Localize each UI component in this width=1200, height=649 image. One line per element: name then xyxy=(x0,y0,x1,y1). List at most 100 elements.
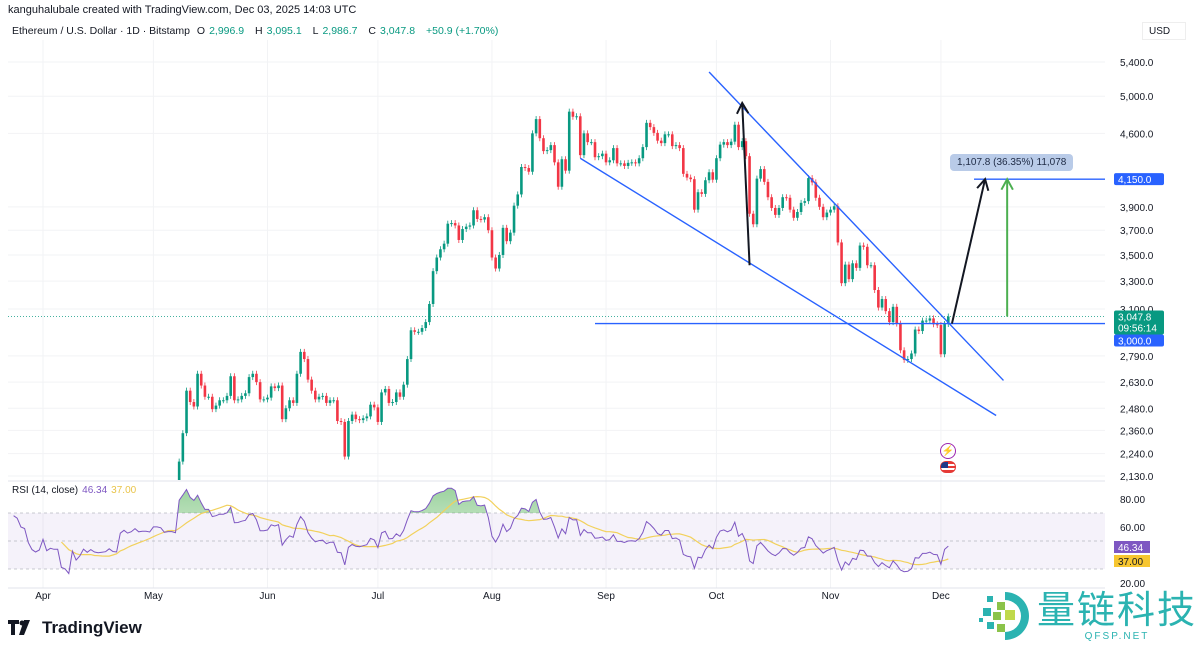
candle xyxy=(880,299,884,308)
tradingview-logo-text: TradingView xyxy=(42,618,142,637)
candle xyxy=(722,142,726,145)
candle xyxy=(645,122,648,148)
candle xyxy=(97,606,100,609)
candle xyxy=(376,407,380,422)
candle xyxy=(899,323,902,351)
candle xyxy=(23,502,26,504)
candle xyxy=(854,263,858,268)
price-label-box xyxy=(1114,173,1164,186)
candle xyxy=(575,116,578,118)
candle xyxy=(188,390,192,403)
candle xyxy=(619,163,623,165)
us-flag-icon[interactable] xyxy=(940,461,956,473)
high-value: 3,095.1 xyxy=(266,25,302,37)
candle xyxy=(284,408,288,420)
tradingview-logo[interactable]: TradingView xyxy=(8,618,142,638)
y-tick-label: 3,500.0 xyxy=(1120,251,1154,262)
currency-selector[interactable]: USD xyxy=(1142,22,1186,40)
y-tick-label: 2,790.0 xyxy=(1120,352,1154,363)
candle xyxy=(641,147,645,159)
candle xyxy=(115,607,118,608)
candle xyxy=(516,194,520,206)
y-tick-label: 2,130.0 xyxy=(1120,472,1154,483)
candle xyxy=(258,382,262,400)
candle xyxy=(553,145,556,163)
candle xyxy=(796,211,799,218)
candle xyxy=(939,325,943,355)
candle xyxy=(5,508,8,511)
candle xyxy=(781,197,784,208)
candle xyxy=(472,210,475,226)
candle xyxy=(321,395,324,397)
candle xyxy=(531,133,534,172)
candle xyxy=(468,225,472,227)
candle xyxy=(240,395,244,400)
candle xyxy=(685,173,689,178)
candle xyxy=(648,122,652,128)
rsi-tick-label: 60.00 xyxy=(1120,523,1145,534)
candle xyxy=(494,257,497,269)
candle xyxy=(365,416,369,419)
candle xyxy=(527,168,531,172)
y-tick-label: 2,480.0 xyxy=(1120,404,1154,415)
candle xyxy=(623,163,626,166)
candle xyxy=(380,392,383,422)
candle xyxy=(233,376,236,401)
candle xyxy=(325,395,328,403)
wedge-upper-line xyxy=(708,71,1004,381)
candle xyxy=(479,218,483,220)
candle xyxy=(825,212,829,218)
candle xyxy=(483,217,486,220)
candle xyxy=(895,306,899,324)
candle xyxy=(461,229,464,240)
candle xyxy=(350,414,354,422)
candle xyxy=(932,318,935,325)
symbol-title[interactable]: Ethereum / U.S. Dollar · 1D · Bitstamp xyxy=(12,25,190,37)
candle xyxy=(420,328,424,332)
measure-label[interactable]: 1,107.8 (36.35%) 11,078 xyxy=(950,154,1074,171)
candle xyxy=(280,385,284,420)
candle xyxy=(670,134,674,147)
watermark-cn: 量链科技 xyxy=(1037,587,1198,632)
candle xyxy=(203,385,207,397)
candle xyxy=(877,290,880,308)
candle xyxy=(586,133,589,143)
open-label: O xyxy=(196,25,206,37)
candle xyxy=(520,167,523,195)
rsi-value-label: 46.34 xyxy=(1118,543,1143,554)
rsi-title[interactable]: RSI (14, close) xyxy=(12,485,79,496)
candle xyxy=(818,197,821,207)
candle xyxy=(693,179,696,210)
candle xyxy=(593,142,597,158)
price-label: 3,047.8 xyxy=(1118,313,1152,324)
candle xyxy=(288,400,291,409)
candle xyxy=(836,206,840,243)
candle xyxy=(762,169,766,182)
breakout-projection-arrow xyxy=(950,178,987,324)
candle xyxy=(291,400,295,403)
candle xyxy=(409,330,413,360)
candle xyxy=(766,181,770,198)
candle xyxy=(435,257,439,272)
lightning-event-icon[interactable]: ⚡ xyxy=(940,443,956,459)
candle xyxy=(339,421,343,423)
candle xyxy=(269,386,273,398)
candle xyxy=(424,322,428,329)
tradingview-logo-icon xyxy=(8,620,30,635)
candle xyxy=(255,373,258,383)
candle xyxy=(9,503,12,509)
candle xyxy=(192,402,196,407)
candle xyxy=(369,404,372,417)
axes: 5,400.0 5,000.0 4,600.0 3,900.0 3,700.0 3,500… xyxy=(8,58,1164,602)
candle xyxy=(718,144,722,159)
candle xyxy=(608,160,612,163)
candle xyxy=(82,591,85,613)
rsi-legend: RSI (14, close) 46.34 37.00 xyxy=(12,485,136,496)
low-value: 2,986.7 xyxy=(322,25,358,37)
candle xyxy=(560,159,564,187)
candle xyxy=(210,396,214,410)
candle xyxy=(328,400,332,403)
drawings xyxy=(579,71,1105,417)
candle xyxy=(590,142,593,144)
